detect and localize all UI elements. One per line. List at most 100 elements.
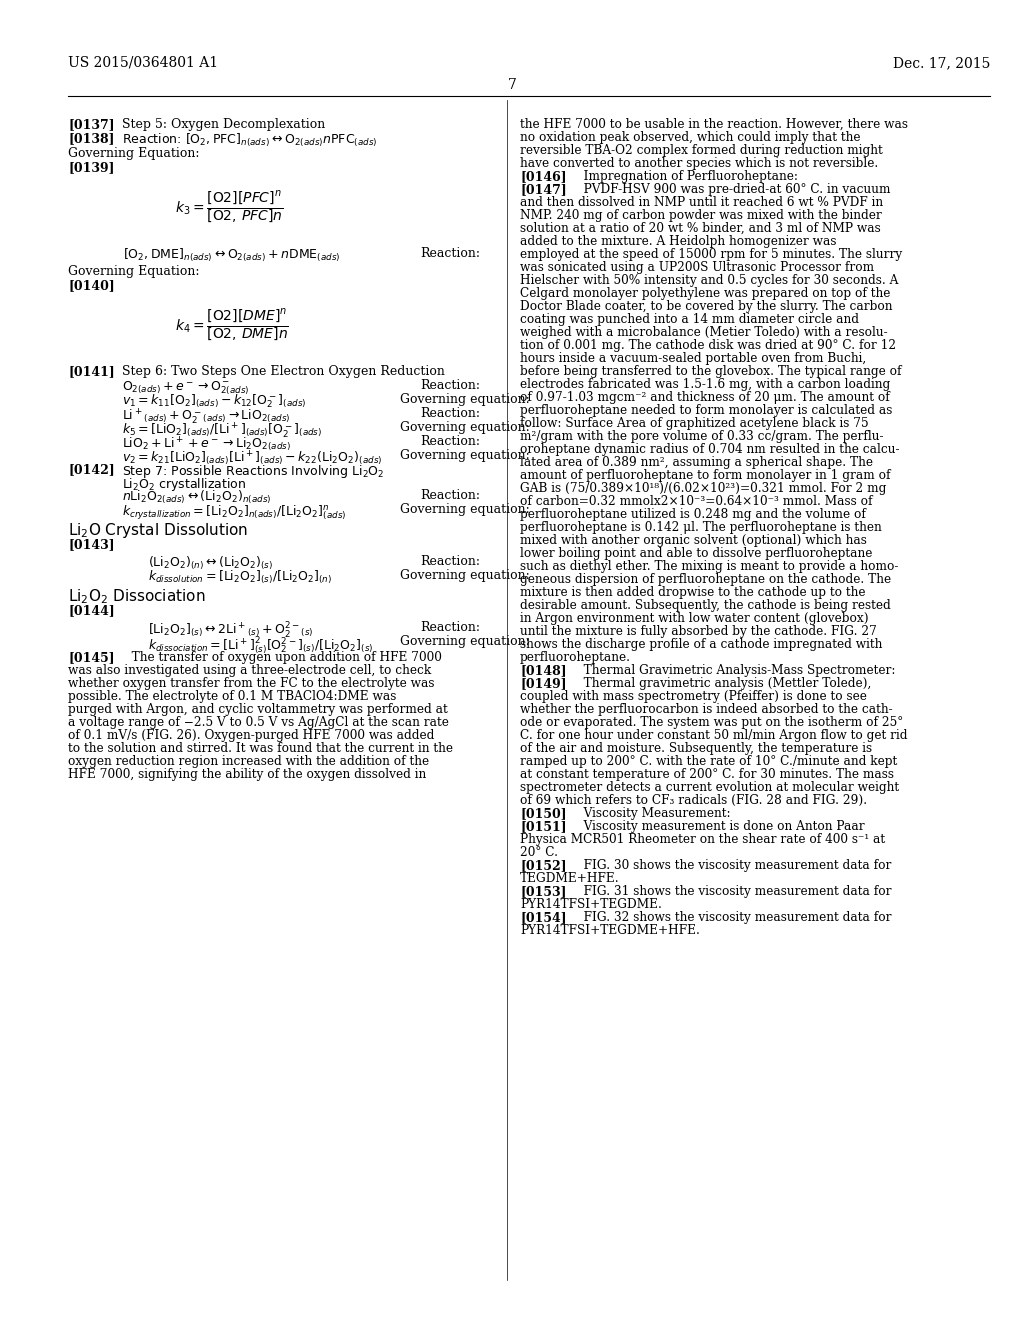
Text: $k_4 = \dfrac{[\mathrm{O2}][\mathit{DME}]^n}{[\mathrm{O2,}\,\mathit{DME}\mathrm{: $k_4 = \dfrac{[\mathrm{O2}][\mathit{DME}… (175, 308, 289, 343)
Text: of 0.97-1.03 mgcm⁻² and thickness of 20 μm. The amount of: of 0.97-1.03 mgcm⁻² and thickness of 20 … (520, 391, 890, 404)
Text: [0139]: [0139] (68, 161, 115, 174)
Text: coupled with mass spectrometry (Pfeiffer) is done to see: coupled with mass spectrometry (Pfeiffer… (520, 690, 867, 704)
Text: shows the discharge profile of a cathode impregnated with: shows the discharge profile of a cathode… (520, 638, 883, 651)
Text: perfluoroheptane needed to form monolayer is calculated as: perfluoroheptane needed to form monolaye… (520, 404, 892, 417)
Text: PYR14TFSI+TEGDME+HFE.: PYR14TFSI+TEGDME+HFE. (520, 924, 699, 937)
Text: of carbon=0.32 mmolx2×10⁻³=0.64×10⁻³ mmol. Mass of: of carbon=0.32 mmolx2×10⁻³=0.64×10⁻³ mmo… (520, 495, 872, 508)
Text: $k_{dissociation}=[\mathrm{Li^+}]^2_{(s)}[\mathrm{O_2^{2-}}]_{(s)}/[\mathrm{Li_2: $k_{dissociation}=[\mathrm{Li^+}]^2_{(s)… (148, 635, 374, 656)
Text: was also investigated using a three-electrode cell, to check: was also investigated using a three-elec… (68, 664, 431, 677)
Text: $k_5=[\mathrm{LiO}_2]_{(ads)}/[\mathrm{Li^+}]_{(ads)}[\mathrm{O}_2^-]_{(ads)}$: $k_5=[\mathrm{LiO}_2]_{(ads)}/[\mathrm{L… (122, 421, 323, 440)
Text: Governing equation:: Governing equation: (400, 421, 529, 434)
Text: employed at the speed of 15000 rpm for 5 minutes. The slurry: employed at the speed of 15000 rpm for 5… (520, 248, 902, 261)
Text: FIG. 30 shows the viscosity measurement data for: FIG. 30 shows the viscosity measurement … (572, 859, 891, 873)
Text: [0144]: [0144] (68, 605, 115, 616)
Text: perfluoroheptane is 0.142 μl. The perfluoroheptane is then: perfluoroheptane is 0.142 μl. The perflu… (520, 521, 882, 535)
Text: of 0.1 mV/s (FIG. 26). Oxygen-purged HFE 7000 was added: of 0.1 mV/s (FIG. 26). Oxygen-purged HFE… (68, 729, 434, 742)
Text: Viscosity Measurement:: Viscosity Measurement: (572, 807, 731, 820)
Text: whether the perfluorocarbon is indeed absorbed to the cath-: whether the perfluorocarbon is indeed ab… (520, 704, 893, 715)
Text: perfluoroheptane utilized is 0.248 mg and the volume of: perfluoroheptane utilized is 0.248 mg an… (520, 508, 866, 521)
Text: a voltage range of −2.5 V to 0.5 V vs Ag/AgCl at the scan rate: a voltage range of −2.5 V to 0.5 V vs Ag… (68, 715, 449, 729)
Text: TEGDME+HFE.: TEGDME+HFE. (520, 873, 620, 884)
Text: spectrometer detects a current evolution at molecular weight: spectrometer detects a current evolution… (520, 781, 899, 795)
Text: solution at a ratio of 20 wt % binder, and 3 ml of NMP was: solution at a ratio of 20 wt % binder, a… (520, 222, 881, 235)
Text: oxygen reduction region increased with the addition of the: oxygen reduction region increased with t… (68, 755, 429, 768)
Text: electrodes fabricated was 1.5-1.6 mg, with a carbon loading: electrodes fabricated was 1.5-1.6 mg, wi… (520, 378, 890, 391)
Text: Governing equation:: Governing equation: (400, 503, 529, 516)
Text: [0140]: [0140] (68, 279, 115, 292)
Text: [0145]: [0145] (68, 651, 115, 664)
Text: in Argon environment with low water content (glovebox): in Argon environment with low water cont… (520, 612, 868, 624)
Text: $n\mathrm{Li_2O}_{2(ads)} \leftrightarrow (\mathrm{Li_2O_2})_{n(ads)}$: $n\mathrm{Li_2O}_{2(ads)} \leftrightarro… (122, 488, 271, 507)
Text: to the solution and stirred. It was found that the current in the: to the solution and stirred. It was foun… (68, 742, 453, 755)
Text: Doctor Blade coater, to be covered by the slurry. The carbon: Doctor Blade coater, to be covered by th… (520, 300, 893, 313)
Text: tion of 0.001 mg. The cathode disk was dried at 90° C. for 12: tion of 0.001 mg. The cathode disk was d… (520, 339, 896, 352)
Text: Viscosity measurement is done on Anton Paar: Viscosity measurement is done on Anton P… (572, 820, 864, 833)
Text: [0142]: [0142] (68, 463, 115, 477)
Text: Reaction:: Reaction: (420, 554, 480, 568)
Text: mixture is then added dropwise to the cathode up to the: mixture is then added dropwise to the ca… (520, 586, 865, 599)
Text: C. for one hour under constant 50 ml/min Argon flow to get rid: C. for one hour under constant 50 ml/min… (520, 729, 907, 742)
Text: $\mathrm{Li^+}_{(ads)}+\mathrm{O_2^-}_{(ads)} \rightarrow \mathrm{LiO}_{2(ads)}$: $\mathrm{Li^+}_{(ads)}+\mathrm{O_2^-}_{(… (122, 407, 291, 426)
Text: FIG. 32 shows the viscosity measurement data for: FIG. 32 shows the viscosity measurement … (572, 911, 892, 924)
Text: [0152]: [0152] (520, 859, 566, 873)
Text: the HFE 7000 to be usable in the reaction. However, there was: the HFE 7000 to be usable in the reactio… (520, 117, 908, 131)
Text: added to the mixture. A Heidolph homogenizer was: added to the mixture. A Heidolph homogen… (520, 235, 837, 248)
Text: PVDF-HSV 900 was pre-dried-at 60° C. in vacuum: PVDF-HSV 900 was pre-dried-at 60° C. in … (572, 183, 891, 195)
Text: The transfer of oxygen upon addition of HFE 7000: The transfer of oxygen upon addition of … (120, 651, 442, 664)
Text: GAB is (75/0.389×10¹⁸)/(6.02×10²³)=0.321 mmol. For 2 mg: GAB is (75/0.389×10¹⁸)/(6.02×10²³)=0.321… (520, 482, 887, 495)
Text: was sonicated using a UP200S Ultrasonic Processor from: was sonicated using a UP200S Ultrasonic … (520, 261, 874, 275)
Text: [0151]: [0151] (520, 820, 566, 833)
Text: $\mathrm{O}_{2(ads)}+e^- \rightarrow \mathrm{O}_{2(ads)}^-$: $\mathrm{O}_{2(ads)}+e^- \rightarrow \ma… (122, 379, 249, 397)
Text: before being transferred to the glovebox. The typical range of: before being transferred to the glovebox… (520, 366, 901, 378)
Text: perfluoroheptane.: perfluoroheptane. (520, 651, 631, 664)
Text: Reaction:: Reaction: (420, 620, 480, 634)
Text: [0149]: [0149] (520, 677, 566, 690)
Text: lower boiling point and able to dissolve perfluoroheptane: lower boiling point and able to dissolve… (520, 546, 872, 560)
Text: possible. The electrolyte of 0.1 M TBAClO4:DME was: possible. The electrolyte of 0.1 M TBACl… (68, 690, 396, 704)
Text: geneous dispersion of perfluoroheptane on the cathode. The: geneous dispersion of perfluoroheptane o… (520, 573, 891, 586)
Text: weighed with a microbalance (Metier Toledo) with a resolu-: weighed with a microbalance (Metier Tole… (520, 326, 888, 339)
Text: have converted to another species which is not reversible.: have converted to another species which … (520, 157, 879, 170)
Text: $v_1=k_{11}[\mathrm{O}_2]_{(ads)}-k_{12}[\mathrm{O}_2^-]_{(ads)}$: $v_1=k_{11}[\mathrm{O}_2]_{(ads)}-k_{12}… (122, 393, 306, 411)
Text: Governing equation:: Governing equation: (400, 449, 529, 462)
Text: and then dissolved in NMP until it reached 6 wt % PVDF in: and then dissolved in NMP until it reach… (520, 195, 883, 209)
Text: coating was punched into a 14 mm diameter circle and: coating was punched into a 14 mm diamete… (520, 313, 859, 326)
Text: Step 6: Two Steps One Electron Oxygen Reduction: Step 6: Two Steps One Electron Oxygen Re… (122, 366, 444, 378)
Text: $\mathrm{Li_2O_2}$ crystallization: $\mathrm{Li_2O_2}$ crystallization (122, 477, 247, 492)
Text: Reaction:: Reaction: (420, 407, 480, 420)
Text: [0148]: [0148] (520, 664, 566, 677)
Text: Physica MCR501 Rheometer on the shear rate of 400 s⁻¹ at: Physica MCR501 Rheometer on the shear ra… (520, 833, 885, 846)
Text: whether oxygen transfer from the FC to the electrolyte was: whether oxygen transfer from the FC to t… (68, 677, 434, 690)
Text: oroheptane dynamic radius of 0.704 nm resulted in the calcu-: oroheptane dynamic radius of 0.704 nm re… (520, 444, 899, 455)
Text: purged with Argon, and cyclic voltammetry was performed at: purged with Argon, and cyclic voltammetr… (68, 704, 447, 715)
Text: Thermal Gravimetric Analysis-Mass Spectrometer:: Thermal Gravimetric Analysis-Mass Spectr… (572, 664, 896, 677)
Text: [0143]: [0143] (68, 539, 115, 550)
Text: until the mixture is fully absorbed by the cathode. FIG. 27: until the mixture is fully absorbed by t… (520, 624, 877, 638)
Text: Reaction:: Reaction: (420, 436, 480, 447)
Text: [0153]: [0153] (520, 884, 566, 898)
Text: lated area of 0.389 nm², assuming a spherical shape. The: lated area of 0.389 nm², assuming a sphe… (520, 455, 873, 469)
Text: hours inside a vacuum-sealed portable oven from Buchi,: hours inside a vacuum-sealed portable ov… (520, 352, 866, 366)
Text: such as diethyl ether. The mixing is meant to provide a homo-: such as diethyl ether. The mixing is mea… (520, 560, 898, 573)
Text: Governing Equation:: Governing Equation: (68, 147, 200, 160)
Text: HFE 7000, signifying the ability of the oxygen dissolved in: HFE 7000, signifying the ability of the … (68, 768, 426, 781)
Text: Li$_2$O Crystal Dissolution: Li$_2$O Crystal Dissolution (68, 521, 248, 540)
Text: [0154]: [0154] (520, 911, 566, 924)
Text: Governing equation:: Governing equation: (400, 393, 529, 407)
Text: ramped up to 200° C. with the rate of 10° C./minute and kept: ramped up to 200° C. with the rate of 10… (520, 755, 897, 768)
Text: [0147]: [0147] (520, 183, 566, 195)
Text: Reaction:: Reaction: (420, 379, 480, 392)
Text: Governing equation:: Governing equation: (400, 635, 529, 648)
Text: desirable amount. Subsequently, the cathode is being rested: desirable amount. Subsequently, the cath… (520, 599, 891, 612)
Text: PYR14TFSI+TEGDME.: PYR14TFSI+TEGDME. (520, 898, 662, 911)
Text: m²/gram with the pore volume of 0.33 cc/gram. The perflu-: m²/gram with the pore volume of 0.33 cc/… (520, 430, 884, 444)
Text: [0138]: [0138] (68, 132, 115, 145)
Text: FIG. 31 shows the viscosity measurement data for: FIG. 31 shows the viscosity measurement … (572, 884, 892, 898)
Text: $k_3 = \dfrac{[\mathrm{O2}][\mathit{PFC}]^n}{[\mathrm{O2,}\,\mathit{PFC}\mathrm{: $k_3 = \dfrac{[\mathrm{O2}][\mathit{PFC}… (175, 189, 284, 224)
Text: $[\mathrm{O_2,DME}]_{n(ads)} \leftrightarrow \mathrm{O}_{2(ads)}+n\mathrm{DME}_{: $[\mathrm{O_2,DME}]_{n(ads)} \leftrighta… (123, 247, 341, 264)
Text: Reaction:: Reaction: (420, 488, 480, 502)
Text: Step 5: Oxygen Decomplexation: Step 5: Oxygen Decomplexation (122, 117, 326, 131)
Text: Li$_2$O$_2$ Dissociation: Li$_2$O$_2$ Dissociation (68, 587, 206, 606)
Text: mixed with another organic solvent (optional) which has: mixed with another organic solvent (opti… (520, 535, 867, 546)
Text: of 69 which refers to CF₃ radicals (FIG. 28 and FIG. 29).: of 69 which refers to CF₃ radicals (FIG.… (520, 795, 867, 807)
